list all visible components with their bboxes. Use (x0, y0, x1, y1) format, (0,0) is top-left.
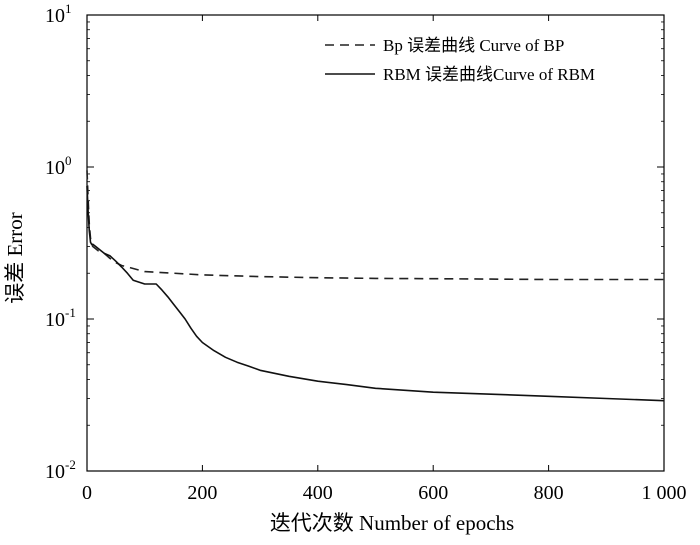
legend: Bp 误差曲线 Curve of BP RBM 误差曲线Curve of RBM (325, 36, 595, 84)
x-tick-label: 800 (534, 482, 564, 504)
y-tick-label: 100 (45, 153, 72, 179)
x-axis-label: 迭代次数 Number of epochs (270, 511, 514, 535)
y-tick-exponent: 1 (65, 1, 72, 16)
series-line-1 (86, 185, 665, 402)
plot-frame (86, 14, 665, 472)
y-tick-label: 101 (45, 1, 72, 27)
y-tick-base: 10 (45, 157, 65, 179)
x-tick-label: 1 000 (642, 482, 687, 504)
series-line-0 (86, 170, 664, 281)
y-tick-exponent: -2 (65, 457, 76, 472)
y-tick-exponent: 0 (65, 153, 72, 168)
x-tick-label: 400 (303, 482, 333, 504)
legend-label-1: RBM 误差曲线Curve of RBM (383, 65, 595, 84)
x-tick-label: 200 (187, 482, 217, 504)
y-tick-base: 10 (45, 309, 65, 331)
y-tick-exponent: -1 (65, 305, 76, 320)
y-tick-label: 10-1 (45, 305, 76, 331)
y-axis-label: 误差 Error (3, 212, 27, 304)
plot-border (86, 14, 665, 472)
y-tick-label: 10-2 (45, 457, 76, 483)
y-tick-base: 10 (45, 5, 65, 27)
x-axis-ticks: 0 200 400 600 800 1 000 (82, 15, 687, 504)
x-tick-label: 0 (82, 482, 92, 504)
x-tick-label: 600 (418, 482, 448, 504)
series-layer (86, 170, 665, 402)
legend-label-0: Bp 误差曲线 Curve of BP (383, 36, 564, 55)
y-tick-base: 10 (45, 461, 65, 483)
